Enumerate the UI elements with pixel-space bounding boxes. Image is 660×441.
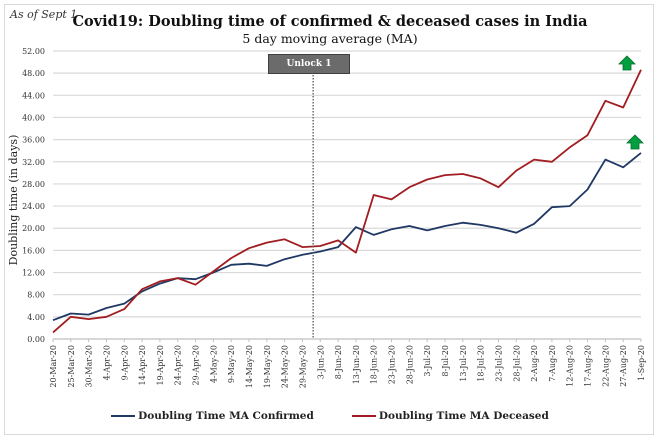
x-tick-label: 8-Jul-20 (441, 345, 450, 377)
x-tick-label: 27-Aug-20 (619, 345, 628, 387)
x-tick-label: 30-Mar-20 (85, 345, 94, 388)
y-tick-label: 48.00 (22, 69, 45, 78)
series-line-confirmed (52, 152, 642, 322)
x-tick-label: 17-Aug-20 (584, 345, 593, 387)
y-tick-label: 52.00 (22, 47, 45, 56)
x-tick-label: 3-Jun-20 (316, 345, 325, 379)
x-tick-label: 18-Jun-20 (370, 345, 379, 384)
x-tick-label: 14-Apr-20 (138, 345, 147, 386)
y-tick-label: 0.00 (27, 335, 45, 344)
x-tick-label: 2-Aug-20 (530, 345, 539, 382)
x-tick-label: 28-Jul-20 (512, 345, 521, 382)
x-tick-label: 23-Jul-20 (494, 345, 503, 382)
legend-swatch-confirmed (111, 415, 136, 417)
chart-subtitle: 5 day moving average (MA) (242, 31, 418, 46)
legend-label-confirmed: Doubling Time MA Confirmed (138, 410, 314, 422)
y-tick-label: 4.00 (27, 313, 45, 322)
x-tick-label: 24-Apr-20 (174, 345, 183, 386)
x-tick-label: 4-Apr-20 (102, 345, 111, 380)
series-line-deceased (52, 69, 642, 334)
unlock-1-annotation: Unlock 1 (268, 54, 350, 74)
x-tick-label: 29-Apr-20 (192, 345, 201, 386)
x-tick-label: 22-Aug-20 (601, 345, 610, 387)
x-tick-label: 13-Jun-20 (352, 345, 361, 384)
y-tick-label: 36.00 (22, 136, 45, 145)
x-tick-label: 28-Jun-20 (405, 345, 414, 384)
chart-frame (4, 4, 654, 435)
y-tick-label: 28.00 (22, 180, 45, 189)
y-tick-label: 12.00 (22, 269, 45, 278)
x-tick-label: 23-Jun-20 (388, 345, 397, 384)
x-tick-label: 19-Apr-20 (156, 345, 165, 386)
legend-item-confirmed: Doubling Time MA Confirmed (111, 410, 314, 422)
as-of-note: As of Sept 1 (10, 8, 78, 21)
y-tick-label: 32.00 (22, 158, 45, 167)
y-tick-label: 44.00 (22, 91, 45, 100)
x-tick-label: 25-Mar-20 (67, 345, 76, 388)
x-tick-label: 14-May-20 (245, 345, 254, 388)
chart-title: Covid19: Doubling time of confirmed & de… (72, 13, 588, 30)
y-tick-label: 20.00 (22, 224, 45, 233)
x-tick-label: 24-May-20 (281, 345, 290, 388)
up-arrow-icon-deceased (618, 55, 636, 71)
y-tick-label: 8.00 (27, 291, 45, 300)
x-tick-label: 13-Jul-20 (459, 345, 468, 382)
x-tick-label: 19-May-20 (263, 345, 272, 388)
x-tick-label: 29-May-20 (298, 345, 307, 388)
x-tick-label: 9-Apr-20 (120, 345, 129, 380)
x-tick-label: 7-Aug-20 (548, 345, 557, 382)
x-tick-label: 20-Mar-20 (49, 345, 58, 388)
x-tick-label: 4-May-20 (209, 345, 218, 383)
up-arrow-icon-confirmed (626, 134, 644, 150)
legend: Doubling Time MA Confirmed Doubling Time… (0, 410, 660, 422)
y-tick-label: 16.00 (22, 246, 45, 255)
legend-item-deceased: Doubling Time MA Deceased (351, 410, 549, 422)
y-tick-label: 24.00 (22, 202, 45, 211)
x-tick-label: 12-Aug-20 (566, 345, 575, 387)
x-tick-label: 8-Jun-20 (334, 345, 343, 379)
x-tick-label: 18-Jul-20 (477, 345, 486, 382)
x-tick-label: 9-May-20 (227, 345, 236, 383)
legend-swatch-deceased (351, 415, 376, 417)
legend-label-deceased: Doubling Time MA Deceased (378, 410, 549, 422)
x-tick-label: 1-Sep-20 (637, 345, 646, 381)
x-tick-label: 3-Jul-20 (423, 345, 432, 377)
y-axis-label: Doubling time (in days) (7, 135, 20, 266)
y-tick-label: 40.00 (22, 113, 45, 122)
